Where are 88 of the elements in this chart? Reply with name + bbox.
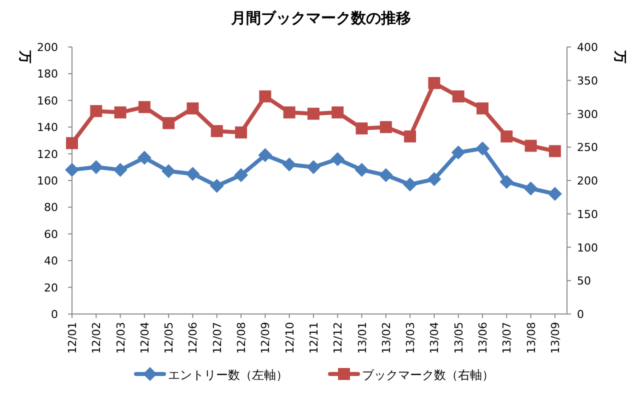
point	[500, 130, 513, 142]
x-tick-label: 12/10	[283, 322, 296, 354]
point	[500, 174, 514, 189]
y-tick-label: 20	[44, 281, 58, 294]
point	[548, 186, 562, 201]
y2-tick-label: 50	[577, 274, 591, 288]
legend-label: ブックマーク数（右軸）	[362, 368, 494, 382]
point	[210, 125, 223, 138]
point	[428, 77, 440, 90]
point	[356, 122, 368, 134]
point	[114, 106, 126, 118]
y-tick-label: 140	[37, 121, 58, 134]
point	[90, 105, 102, 118]
point	[234, 168, 248, 182]
y2-tick-label: 300	[577, 108, 598, 121]
x-tick-label: 12/08	[235, 322, 248, 354]
point	[427, 172, 442, 186]
point	[138, 101, 150, 114]
x-tick-label: 13/06	[476, 322, 490, 354]
y-tick-label: 80	[44, 201, 58, 214]
point	[283, 106, 296, 118]
point	[282, 157, 296, 172]
point	[548, 145, 561, 158]
x-tick-label: 12/09	[259, 322, 272, 354]
point	[258, 148, 272, 162]
point	[210, 178, 224, 193]
point	[259, 90, 272, 102]
point	[332, 106, 344, 118]
point	[524, 140, 537, 152]
x-tick-label: 12/12	[332, 322, 345, 354]
legend-label: エントリー数（左軸）	[168, 368, 288, 382]
x-tick-label: 12/07	[210, 322, 224, 354]
chart-title: 月間ブックマーク数の推移	[230, 9, 411, 27]
y-tick-label: 200	[37, 41, 58, 54]
y-tick-label: 180	[37, 68, 58, 81]
y-tick-label: 0	[51, 308, 58, 321]
point	[162, 117, 175, 130]
x-tick-label: 13/07	[500, 322, 514, 354]
point	[66, 137, 78, 150]
point	[404, 130, 416, 142]
point	[186, 166, 200, 181]
point	[186, 102, 199, 114]
x-tick-label: 13/08	[524, 322, 538, 354]
point	[475, 141, 490, 156]
x-tick-label: 12/02	[90, 322, 104, 354]
y-tick-label: 100	[37, 174, 58, 188]
y-tick-label: 60	[44, 228, 58, 241]
point	[403, 178, 418, 192]
point	[162, 164, 176, 178]
point	[113, 162, 128, 177]
x-tick-label: 12/11	[307, 322, 320, 354]
y2-tick-label: 250	[577, 141, 598, 154]
x-tick-label: 12/05	[162, 322, 176, 354]
x-tick-label: 13/05	[452, 322, 466, 354]
x-tick-label: 13/02	[380, 322, 393, 354]
x-tick-label: 12/01	[66, 322, 79, 354]
y2-tick-label: 200	[577, 174, 598, 188]
x-tick-label: 12/03	[114, 322, 128, 354]
y2-tick-label: 0	[577, 308, 584, 321]
point	[380, 121, 392, 134]
point	[306, 160, 320, 174]
point	[476, 102, 488, 114]
point	[307, 108, 320, 120]
point	[330, 152, 345, 166]
x-tick-label: 12/04	[138, 322, 152, 354]
point	[524, 182, 538, 196]
x-tick-label: 13/03	[404, 322, 418, 354]
point	[235, 126, 248, 138]
x-tick-label: 13/04	[428, 322, 442, 354]
y-tick-label: 160	[37, 94, 58, 108]
x-tick-label: 13/01	[356, 322, 369, 354]
y2-axis-title: 万	[612, 50, 627, 64]
y-axis-title: 万	[17, 50, 32, 64]
point	[452, 90, 464, 102]
y-tick-label: 120	[37, 148, 58, 161]
y-tick-label: 40	[44, 254, 58, 268]
point	[451, 145, 466, 160]
y2-tick-label: 150	[577, 208, 598, 221]
point	[354, 162, 369, 177]
x-tick-label: 13/09	[548, 322, 562, 354]
y2-tick-label: 350	[577, 74, 598, 88]
point	[137, 150, 152, 165]
point	[65, 162, 79, 177]
x-tick-label: 12/06	[186, 322, 200, 354]
y2-tick-label: 100	[577, 241, 598, 254]
point	[89, 160, 104, 174]
point	[378, 168, 393, 182]
y2-tick-label: 400	[577, 41, 598, 54]
